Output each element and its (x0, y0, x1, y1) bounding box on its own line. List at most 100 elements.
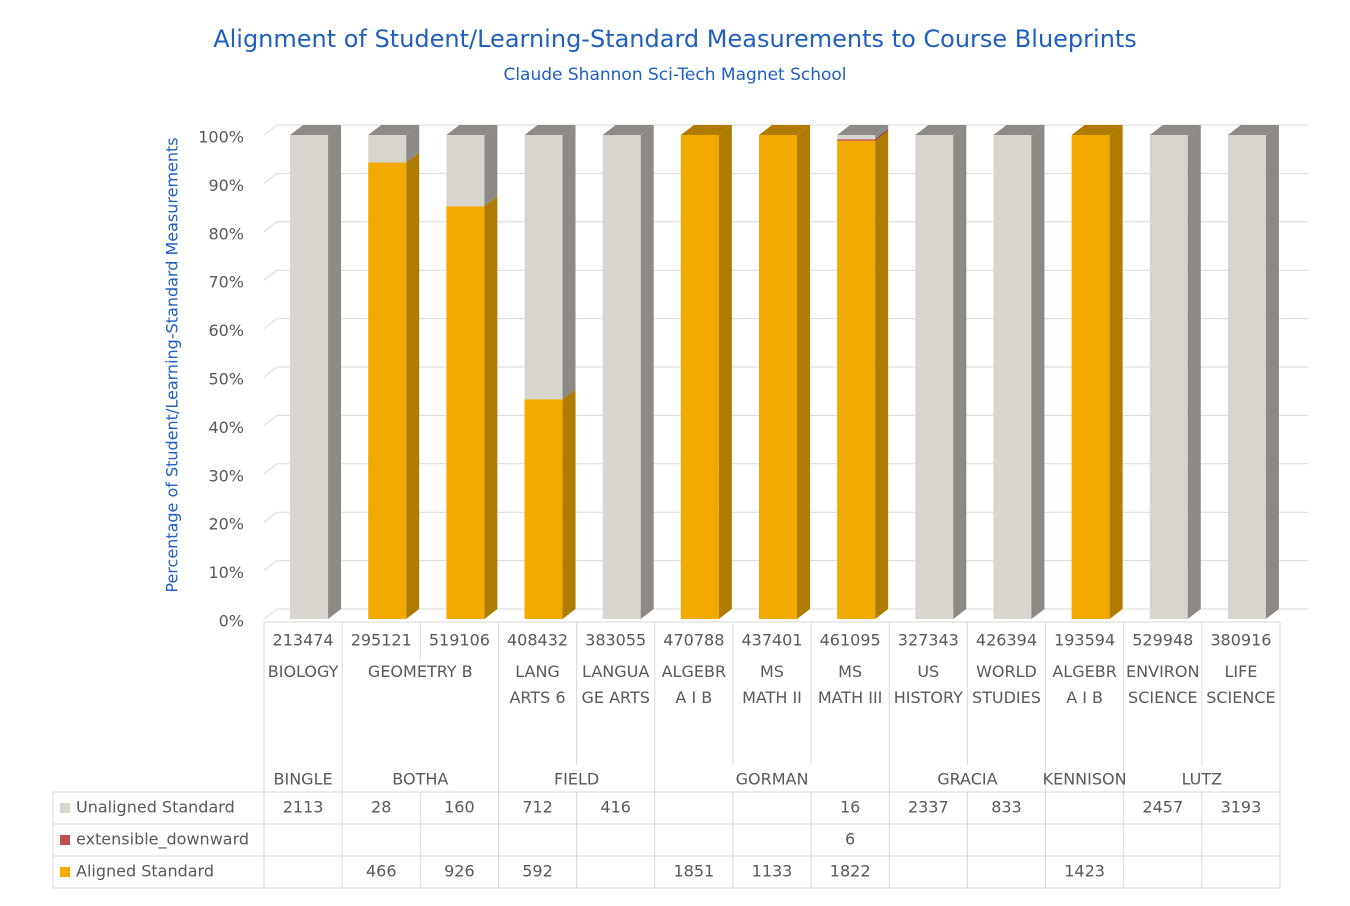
grid-line-side (263, 415, 278, 426)
y-tick-label: 10% (208, 563, 244, 582)
category-name: US HISTORY (893, 662, 963, 707)
bar-top (759, 125, 810, 135)
bar-segment (368, 162, 407, 619)
bar-segment (837, 140, 876, 619)
category-name: WORLD STUDIES (971, 662, 1041, 707)
bar-segment-side (718, 125, 732, 619)
category-name-box: WORLD STUDIES (971, 662, 1041, 707)
bar-segment (993, 135, 1032, 619)
bar-top (1149, 125, 1201, 135)
table-value: 6 (845, 830, 855, 849)
category-name-box: LANGUAGE ARTS (581, 662, 649, 707)
legend-swatch (60, 835, 70, 845)
category-id: 519106 (429, 631, 490, 650)
y-tick-label: 0% (219, 612, 244, 631)
bar-segment (524, 399, 563, 619)
bar-top (993, 125, 1045, 135)
bar-segment-side (640, 125, 654, 619)
y-tick-label: 100% (198, 128, 244, 147)
category-id: 380916 (1210, 631, 1271, 650)
category-name-box: US HISTORY (893, 662, 963, 707)
table-value: 1851 (673, 862, 714, 881)
legend-swatch (60, 867, 70, 877)
bar-segment-side (484, 125, 498, 207)
bar-segment-side (875, 130, 889, 619)
table-value: 833 (991, 798, 1022, 817)
category-id: 213474 (273, 631, 334, 650)
bar-segment (759, 135, 797, 619)
category-name-box: MS MATH II (742, 662, 802, 707)
y-tick-label: 70% (208, 273, 244, 292)
category-group: LUTZ (1182, 770, 1223, 789)
y-tick-label: 50% (208, 370, 244, 389)
grid-line-side (263, 269, 278, 281)
y-tick-label: 80% (208, 224, 244, 243)
table-value: 2113 (283, 798, 324, 817)
category-id: 327343 (898, 631, 959, 650)
category-id: 461095 (820, 631, 881, 650)
bar-segment (915, 135, 954, 619)
table-value: 1133 (752, 862, 793, 881)
category-group: FIELD (554, 770, 599, 789)
category-name: GEOMETRY B (367, 662, 473, 681)
bar-segment (837, 139, 876, 141)
legend-label: extensible_downward (76, 830, 249, 850)
grid-line-side (263, 173, 278, 184)
bar-segment-side (1109, 125, 1123, 619)
category-name: ALGEBRA I B (661, 662, 727, 707)
bar-top (602, 125, 654, 135)
category-name-box: ALGEBRA I B (1052, 662, 1117, 707)
category-name-box: LIFE SCIENCE (1206, 662, 1276, 707)
bar-segment-side (1265, 125, 1279, 619)
bar-top (1227, 125, 1279, 135)
chart-title: Alignment of Student/Learning-Standard M… (213, 25, 1137, 53)
table-value: 592 (522, 862, 553, 881)
bar-segment (290, 135, 329, 619)
category-id: 437401 (741, 631, 802, 650)
category-name: ALGEBRA I B (1052, 662, 1117, 707)
grid-line-side (263, 366, 278, 378)
category-group: KENNISON (1043, 770, 1127, 789)
category-name: MS MATH III (817, 662, 883, 707)
y-tick-label: 30% (208, 466, 244, 485)
y-axis-label: Percentage of Student/Learning-Standard … (163, 137, 182, 592)
table-value: 416 (600, 798, 631, 817)
bar-segment-side (1031, 125, 1045, 619)
table-value: 28 (371, 798, 391, 817)
category-name: BIOLOGY (267, 662, 339, 681)
bar-segment-side (406, 152, 420, 619)
category-id: 529948 (1132, 631, 1193, 650)
category-name: LIFE SCIENCE (1206, 662, 1276, 707)
bar-segment (1227, 135, 1266, 619)
legend-swatch (60, 803, 70, 813)
bar-segment (1071, 135, 1110, 619)
table-value: 2337 (908, 798, 949, 817)
bar-segment-side (562, 125, 576, 400)
table-value: 2457 (1142, 798, 1183, 817)
category-group: BINGLE (274, 770, 333, 789)
category-group: GRACIA (937, 770, 997, 789)
category-name-box: BIOLOGY (267, 662, 339, 681)
bar-top (446, 125, 498, 135)
category-name: LANG ARTS 6 (509, 662, 566, 707)
bar-segment (602, 135, 641, 619)
bar-segment-side (875, 129, 889, 141)
bar-segment-side (484, 196, 498, 619)
grid-line-side (263, 124, 278, 136)
bar-segment-side (1187, 125, 1201, 619)
grid-line-side (263, 318, 278, 329)
category-name-box: LANG ARTS 6 (509, 662, 566, 707)
category-group: BOTHA (392, 770, 448, 789)
table-value: 160 (444, 798, 475, 817)
table-value: 466 (366, 862, 397, 881)
table-value: 3193 (1221, 798, 1262, 817)
table-value: 16 (840, 798, 860, 817)
category-id: 408432 (507, 631, 568, 650)
bar-segment-side (797, 125, 810, 619)
y-tick-label: 40% (208, 418, 244, 437)
y-tick-label: 60% (208, 321, 244, 340)
bar-top (915, 125, 967, 135)
category-name: ENVIRON SCIENCE (1126, 662, 1200, 707)
bar-segment-side (406, 125, 420, 163)
